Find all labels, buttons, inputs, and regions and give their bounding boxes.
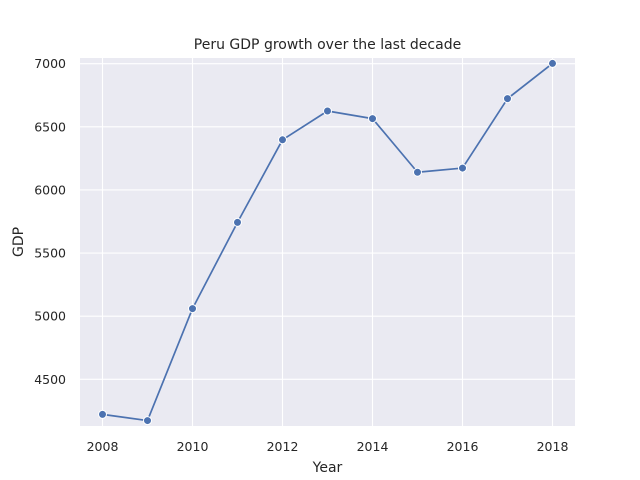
data-point (143, 416, 152, 426)
y-tick-label: 6000 (34, 182, 66, 197)
data-point (503, 94, 512, 104)
data-point (278, 135, 287, 145)
data-point (98, 409, 107, 419)
x-tick-label: 2016 (447, 439, 479, 454)
gridlines (80, 58, 575, 426)
data-point (413, 167, 422, 177)
data-point (188, 304, 197, 314)
y-tick-label: 5500 (34, 246, 66, 261)
y-axis-label: GDP (11, 227, 27, 257)
x-axis-ticks: 2008 2010 2012 2014 2016 2018 (87, 439, 569, 454)
chart-title: Peru GDP growth over the last decade (194, 37, 461, 53)
y-axis-ticks: 4500 5000 5500 6000 6500 7000 (34, 56, 66, 387)
x-tick-label: 2014 (357, 439, 389, 454)
x-tick-label: 2018 (537, 439, 569, 454)
x-tick-label: 2008 (87, 439, 119, 454)
plot-background (80, 58, 575, 426)
x-axis-label: Year (312, 460, 343, 476)
data-point (368, 114, 377, 124)
y-tick-label: 6500 (34, 119, 66, 134)
data-point (548, 58, 557, 68)
data-point (233, 217, 242, 227)
data-point (458, 163, 467, 173)
data-series (98, 58, 557, 426)
x-tick-label: 2010 (177, 439, 209, 454)
y-tick-label: 4500 (34, 372, 66, 387)
x-tick-label: 2012 (267, 439, 299, 454)
y-tick-label: 5000 (34, 309, 66, 324)
data-point (323, 106, 332, 116)
y-tick-label: 7000 (34, 56, 66, 71)
